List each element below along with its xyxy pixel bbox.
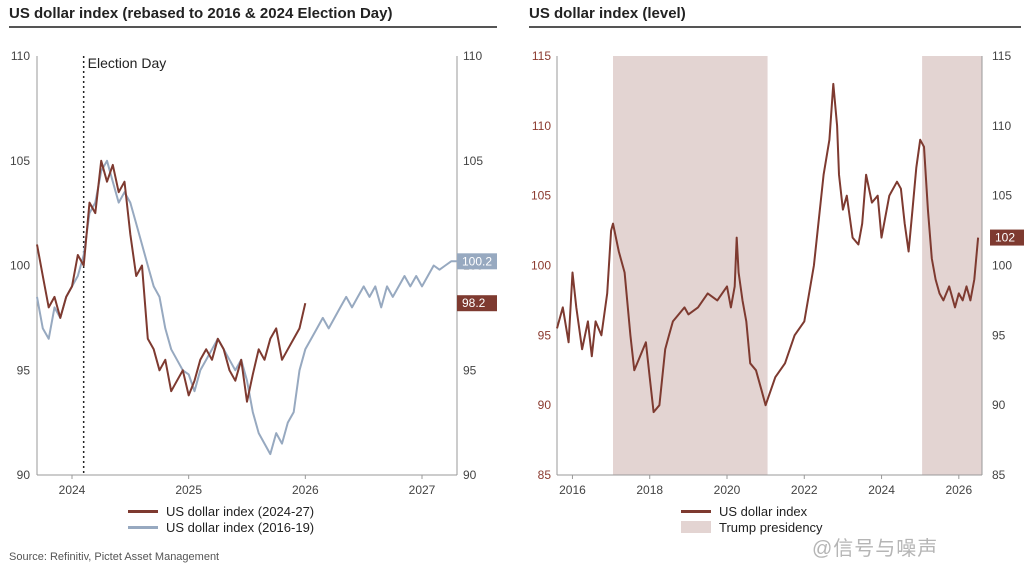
left-chart-title: US dollar index (rebased to 2016 & 2024 … xyxy=(9,5,393,22)
right-title-rule xyxy=(529,26,1021,28)
y-tick-label-right: 100 xyxy=(992,259,1012,273)
y-tick-label-right: 115 xyxy=(992,49,1011,63)
election-day-label: Election Day xyxy=(88,55,167,71)
legend-swatch-2024-27 xyxy=(128,509,158,513)
y-tick-label-left: 100 xyxy=(531,259,551,273)
y-tick-label-right: 110 xyxy=(992,119,1011,133)
y-tick-label-right: 95 xyxy=(463,363,477,377)
x-tick-label: 2016 xyxy=(559,483,586,497)
end-value-badge xyxy=(457,295,497,312)
right-legend: US dollar index Trump presidency xyxy=(681,503,823,535)
left-title-rule xyxy=(9,26,497,28)
series-line xyxy=(36,159,307,403)
watermark: @信号与噪声 xyxy=(812,538,939,560)
end-value-badge xyxy=(990,229,1024,246)
y-tick-label-right: 85 xyxy=(992,468,1006,482)
x-tick-label: 2024 xyxy=(868,483,895,497)
y-tick-label-right: 90 xyxy=(992,398,1006,412)
x-tick-label: 2026 xyxy=(292,483,319,497)
x-tick-label: 2018 xyxy=(636,483,663,497)
x-tick-label: 2020 xyxy=(714,483,741,497)
y-tick-label-left: 95 xyxy=(538,328,552,342)
legend-item-2024-27: US dollar index (2024-27) xyxy=(128,503,314,519)
legend-label-2024-27: US dollar index (2024-27) xyxy=(166,503,315,519)
y-tick-label-right: 105 xyxy=(992,189,1012,203)
y-tick-label-left: 115 xyxy=(532,49,551,63)
y-tick-label-left: 110 xyxy=(532,119,551,133)
x-tick-label: 2024 xyxy=(59,483,86,497)
right-chart-title: US dollar index (level) xyxy=(529,5,686,22)
y-tick-label-left: 90 xyxy=(538,398,552,412)
legend-item-us-dollar-index: US dollar index xyxy=(681,503,823,519)
legend-swatch-2016-19 xyxy=(128,525,158,529)
y-tick-label-left: 105 xyxy=(531,189,551,203)
legend-item-trump-presidency: Trump presidency xyxy=(681,519,823,535)
x-tick-label: 2026 xyxy=(945,483,972,497)
y-tick-label-left: 90 xyxy=(17,468,31,482)
source-note: Source: Refinitiv, Pictet Asset Manageme… xyxy=(9,551,220,563)
right-chart: 85 85 90 90 95 95 100 100 105 105 110 110 115 115 2016… xyxy=(531,49,1024,497)
legend-label-2016-19: US dollar index (2016-19) xyxy=(166,519,315,535)
y-tick-label-right: 105 xyxy=(463,154,483,168)
y-tick-label-left: 105 xyxy=(10,154,30,168)
trump-presidency-shade xyxy=(613,56,768,475)
end-value-label: 98.2 xyxy=(462,296,486,310)
legend-label-us-dollar-index: US dollar index xyxy=(719,503,808,519)
y-tick-label-right: 90 xyxy=(463,468,477,482)
y-tick-label-left: 85 xyxy=(538,468,552,482)
legend-label-trump-presidency: Trump presidency xyxy=(719,519,823,535)
y-tick-label-left: 100 xyxy=(10,259,30,273)
y-tick-label-left: 110 xyxy=(11,49,30,63)
legend-item-2016-19: US dollar index (2016-19) xyxy=(128,519,314,535)
left-legend: US dollar index (2024-27) US dollar inde… xyxy=(128,503,314,535)
series-line xyxy=(556,82,980,414)
end-value-label: 102 xyxy=(995,231,1015,245)
y-tick-label-right: 95 xyxy=(992,328,1006,342)
legend-swatch-us-dollar-index xyxy=(681,509,711,513)
trump-presidency-shade xyxy=(922,56,982,475)
x-tick-label: 2022 xyxy=(791,483,818,497)
end-value-label: 100.2 xyxy=(462,254,492,268)
end-value-badge xyxy=(457,253,497,270)
x-tick-label: 2027 xyxy=(409,483,436,497)
legend-swatch-trump-presidency xyxy=(681,521,711,533)
y-tick-label-left: 95 xyxy=(17,363,31,377)
y-tick-label-right: 110 xyxy=(463,49,482,63)
x-tick-label: 2025 xyxy=(175,483,202,497)
series-line xyxy=(36,159,457,456)
left-chart: 9090959510010010510511011020242025202620… xyxy=(10,49,497,497)
